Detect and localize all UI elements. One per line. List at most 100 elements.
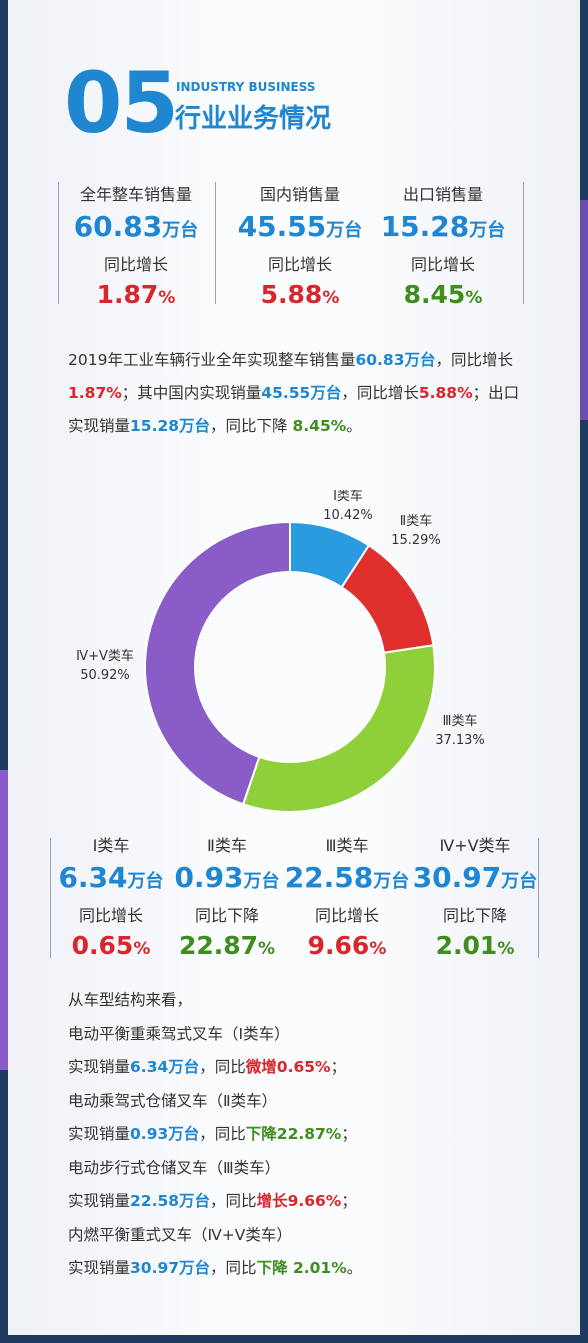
stat-unit: 万台	[469, 220, 506, 241]
text-run: ，同比增长	[435, 351, 513, 369]
text-run: ；其中国内实现销量	[121, 384, 262, 402]
bottom-border	[0, 1335, 588, 1343]
text-run: ；	[341, 1125, 357, 1143]
stat-label: 全年整车销售量	[79, 185, 192, 204]
text-run: 内燃平衡重式叉车（Ⅳ+Ⅴ类车）	[68, 1225, 292, 1244]
stat-unit: 万台	[127, 871, 164, 892]
detail-line: 实现销量0.93万台，同比下降22.87%；	[68, 1122, 357, 1144]
text-run: 下降 2.01%	[256, 1259, 347, 1277]
stat-change-unit: %	[133, 939, 151, 959]
right-accent	[580, 200, 588, 420]
section-title: 行业业务情况	[175, 104, 332, 134]
stat-value: 30.97万台	[410, 860, 540, 896]
text-run: 。	[346, 1259, 363, 1277]
detail-line: 电动步行式仓储叉车（Ⅲ类车）	[68, 1156, 280, 1178]
divider	[50, 838, 51, 958]
text-run: ，同比下降	[210, 417, 293, 435]
stat-label: Ⅰ类车	[92, 836, 130, 855]
text-run: 45.55万台	[261, 384, 342, 402]
stat-change: 0.65%	[46, 928, 176, 964]
stat-change-label: 同比下降	[194, 906, 259, 925]
stat-change: 1.87%	[61, 277, 211, 313]
stat-column: 出口销售量 15.28万台 同比增长 8.45%	[368, 181, 518, 313]
slice-value-label: 50.92%	[80, 668, 130, 683]
right-border	[580, 0, 588, 1343]
text-run: 电动乘驾式仓储叉车（Ⅱ类车）	[68, 1091, 278, 1110]
text-run: ，同比	[210, 1259, 257, 1277]
stat-unit: 万台	[326, 220, 363, 241]
divider	[538, 838, 539, 958]
stat-value: 15.28万台	[368, 209, 518, 245]
text-run: 实现销量	[68, 1259, 131, 1277]
text-run: 微增0.65%	[245, 1058, 331, 1076]
stat-label: Ⅱ类车	[207, 836, 247, 855]
text-run: ；出口实现销量	[68, 384, 520, 435]
stat-column: Ⅳ+Ⅴ类车 30.97万台 同比下降 2.01%	[410, 832, 540, 964]
text-run: ，同比增长	[341, 384, 419, 402]
detail-line: 内燃平衡重式叉车（Ⅳ+Ⅴ类车）	[68, 1223, 292, 1245]
stat-change-number: 9.66	[307, 931, 370, 960]
slice-category: Ⅱ类车	[400, 513, 432, 529]
stat-number: 30.97	[412, 861, 502, 894]
stat-number: 60.83	[73, 210, 163, 243]
text-run: 30.97万台	[130, 1259, 211, 1277]
detail-line: 电动平衡重乘驾式叉车（Ⅰ类车）	[68, 1022, 290, 1044]
stat-number: 6.34	[58, 861, 128, 894]
text-run: ，同比	[199, 1125, 246, 1143]
text-run: 6.34万台	[130, 1058, 200, 1076]
stat-change: 22.87%	[162, 928, 292, 964]
slice-category: Ⅳ+Ⅴ类车	[76, 648, 134, 664]
divider	[215, 182, 216, 304]
donut-slice	[241, 644, 436, 813]
left-border	[0, 0, 8, 1343]
stat-value: 45.55万台	[225, 209, 375, 245]
divider	[58, 182, 59, 304]
text-run: 实现销量	[68, 1058, 131, 1076]
detail-line: 实现销量6.34万台，同比微增0.65%；	[68, 1055, 346, 1077]
stat-change-unit: %	[158, 288, 176, 308]
stat-change-unit: %	[258, 939, 276, 959]
detail-line: 实现销量22.58万台，同比增长9.66%；	[68, 1189, 357, 1211]
stat-change-label: 同比增长	[410, 255, 475, 274]
stat-value: 0.93万台	[162, 860, 292, 896]
text-run: ；	[330, 1058, 347, 1076]
stat-number: 15.28	[380, 210, 470, 243]
stat-column: Ⅱ类车 0.93万台同比下降 22.87%	[162, 832, 292, 964]
stat-change-number: 22.87	[178, 931, 259, 960]
section-subtitle: INDUSTRY BUSINESS	[176, 80, 316, 94]
stat-value: 22.58万台	[282, 860, 412, 896]
slice-category: Ⅲ类车	[443, 713, 478, 729]
detail-line: 从车型结构来看，	[68, 988, 192, 1010]
stat-change-label: 同比增长	[314, 906, 379, 925]
stat-change-unit: %	[465, 288, 483, 308]
stat-column: Ⅰ类车 6.34万台 同比增长 0.65%	[46, 832, 176, 964]
slice-category: Ⅰ类车	[333, 490, 363, 504]
text-run: 8.45%	[292, 417, 347, 435]
stat-change-number: 8.45	[403, 280, 466, 309]
text-run: 2019年工业车辆行业全年实现整车销售量	[68, 351, 356, 369]
text-run: 从车型结构来看，	[68, 991, 193, 1009]
donut-chart: Ⅰ类车 10.42% Ⅱ类车 15.29% Ⅲ类车 37.13% Ⅳ+Ⅴ类车 50.92%	[76, 490, 485, 813]
donut-slice	[144, 520, 291, 806]
stat-unit: 万台	[243, 871, 280, 892]
stat-value: 6.34万台	[46, 860, 176, 896]
text-run: 5.88%	[418, 384, 473, 402]
text-run: 15.28万台	[130, 417, 211, 435]
stat-number: 45.55	[237, 210, 327, 243]
stat-unit: 万台	[162, 220, 199, 241]
slice-value-label: 37.13%	[435, 733, 485, 748]
section-number: 05	[64, 54, 179, 152]
stat-change-label: 同比下降	[442, 906, 507, 925]
stat-change-unit: %	[497, 939, 515, 959]
text-run: 。	[346, 417, 362, 435]
stat-unit: 万台	[501, 871, 538, 892]
text-run: ；	[341, 1192, 357, 1210]
stat-label: Ⅲ类车	[325, 836, 369, 855]
stat-label: Ⅳ+Ⅴ类车	[439, 836, 511, 855]
slice-value-label: 15.29%	[391, 533, 441, 548]
text-run: 0.93万台	[130, 1125, 200, 1143]
stat-change: 9.66%	[282, 928, 412, 964]
stat-change-unit: %	[322, 288, 340, 308]
stat-number: 22.58	[284, 861, 374, 894]
